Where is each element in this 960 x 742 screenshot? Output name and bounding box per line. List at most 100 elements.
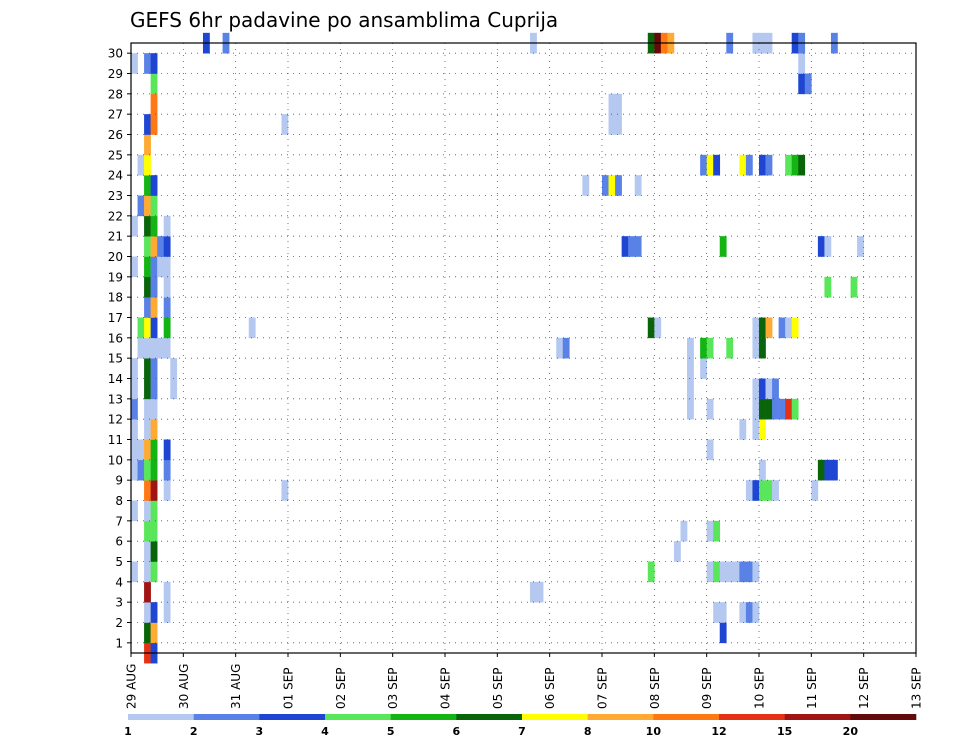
heatmap-cell — [170, 358, 178, 379]
heatmap-cell — [131, 256, 138, 278]
heatmap-cell — [150, 236, 158, 257]
heatmap-cell — [144, 358, 151, 379]
heatmap-cell — [170, 378, 178, 400]
heatmap-cell — [150, 561, 158, 583]
heatmap-cell — [150, 114, 158, 135]
heatmap-cell — [700, 358, 707, 379]
heatmap-cell — [759, 398, 766, 420]
heatmap-cell — [150, 541, 158, 562]
y-tick-label: 3 — [115, 596, 123, 610]
heatmap-cell — [615, 114, 622, 135]
heatmap-cell — [144, 602, 151, 623]
grid-lines — [130, 43, 917, 653]
heatmap-cell — [765, 154, 773, 176]
heatmap-cell — [131, 419, 138, 440]
heatmap-cell — [144, 459, 151, 481]
heatmap-cell — [713, 561, 721, 583]
heatmap-cell — [281, 114, 289, 135]
heatmap-cell — [765, 378, 773, 400]
heatmap-cell — [817, 459, 825, 481]
heatmap-cell — [772, 378, 779, 400]
heatmap-cell — [150, 317, 158, 339]
heatmap-cell — [615, 175, 622, 196]
heatmap-cell — [163, 602, 171, 623]
y-tick-label: 12 — [108, 413, 123, 427]
heatmap-cell — [615, 93, 622, 115]
heatmap-cell — [745, 602, 753, 623]
colorbar-label: 15 — [777, 725, 792, 738]
heatmap-cell — [163, 236, 171, 257]
y-tick-label: 29 — [108, 67, 123, 81]
heatmap-cell — [150, 215, 158, 237]
heatmap-cell — [673, 541, 681, 562]
colorbar-label: 5 — [387, 725, 395, 738]
x-tick-label: 09 SEP — [700, 667, 714, 709]
heatmap-cell — [759, 317, 766, 339]
heatmap-cell — [778, 317, 786, 339]
heatmap-cell — [785, 398, 793, 420]
heatmap-cell — [687, 337, 694, 359]
y-axis: 1234567891011121314151617181920212223242… — [108, 47, 131, 650]
x-tick-label: 29 AUG — [125, 664, 139, 709]
y-tick-label: 21 — [108, 230, 123, 244]
y-tick-label: 23 — [108, 189, 123, 203]
heatmap-cell — [163, 215, 171, 237]
heatmap-cell — [281, 480, 289, 501]
heatmap-cell — [765, 317, 773, 339]
heatmap-cell — [144, 398, 151, 420]
heatmap-cell — [144, 317, 151, 339]
heatmap-cell — [144, 256, 151, 278]
heatmap-cell — [131, 459, 138, 481]
y-tick-label: 2 — [115, 616, 123, 630]
colorbar-swatch — [456, 714, 523, 720]
heatmap-cell — [634, 236, 642, 257]
heatmap-cell — [150, 500, 158, 522]
heatmap-cell — [144, 520, 151, 542]
heatmap-cell — [163, 459, 171, 481]
x-tick-label: 06 SEP — [543, 667, 557, 709]
heatmap-cell — [687, 398, 694, 420]
heatmap-cell — [765, 398, 773, 420]
heatmap-cell — [817, 236, 825, 257]
heatmap-cell — [137, 439, 145, 461]
heatmap-cell — [608, 114, 616, 135]
heatmap-cell — [713, 154, 721, 176]
y-tick-label: 5 — [115, 555, 123, 569]
heatmap-cell — [163, 480, 171, 501]
x-tick-label: 08 SEP — [648, 667, 662, 709]
x-tick-label: 30 AUG — [177, 664, 191, 709]
heatmap-cell — [144, 622, 151, 644]
heatmap-cell — [137, 459, 145, 481]
heatmap-cell — [150, 175, 158, 196]
heatmap-cell — [628, 236, 636, 257]
heatmap-cell — [163, 256, 171, 278]
y-tick-label: 24 — [108, 169, 123, 183]
heatmap-cell — [752, 480, 760, 501]
heatmap-cell — [150, 53, 158, 74]
heatmap-cell — [765, 480, 773, 501]
heatmap-cell — [687, 358, 694, 379]
heatmap-cell — [752, 398, 760, 420]
y-tick-label: 20 — [108, 250, 123, 264]
heatmap-cell — [562, 337, 570, 359]
heatmap-cell — [144, 541, 151, 562]
heatmap-cell — [824, 459, 832, 481]
heatmap-cell — [752, 561, 760, 583]
heatmap-cell — [582, 175, 590, 196]
heatmap-cell — [137, 317, 145, 339]
chart-title: GEFS 6hr padavine po ansamblima Cuprija — [130, 8, 558, 32]
heatmap-cell — [163, 439, 171, 461]
y-tick-label: 27 — [108, 108, 123, 122]
heatmap-cell — [706, 337, 714, 359]
heatmap-cell — [131, 398, 138, 420]
heatmap-cell — [131, 358, 138, 379]
colorbar-label: 6 — [453, 725, 461, 738]
heatmap-cell — [144, 480, 151, 501]
plot-frame — [130, 42, 917, 654]
heatmap-cell — [150, 459, 158, 481]
heatmap-cell — [713, 602, 721, 623]
heatmap-cell — [602, 175, 609, 196]
heatmap-cell — [163, 297, 171, 318]
heatmap-cell — [150, 276, 158, 298]
